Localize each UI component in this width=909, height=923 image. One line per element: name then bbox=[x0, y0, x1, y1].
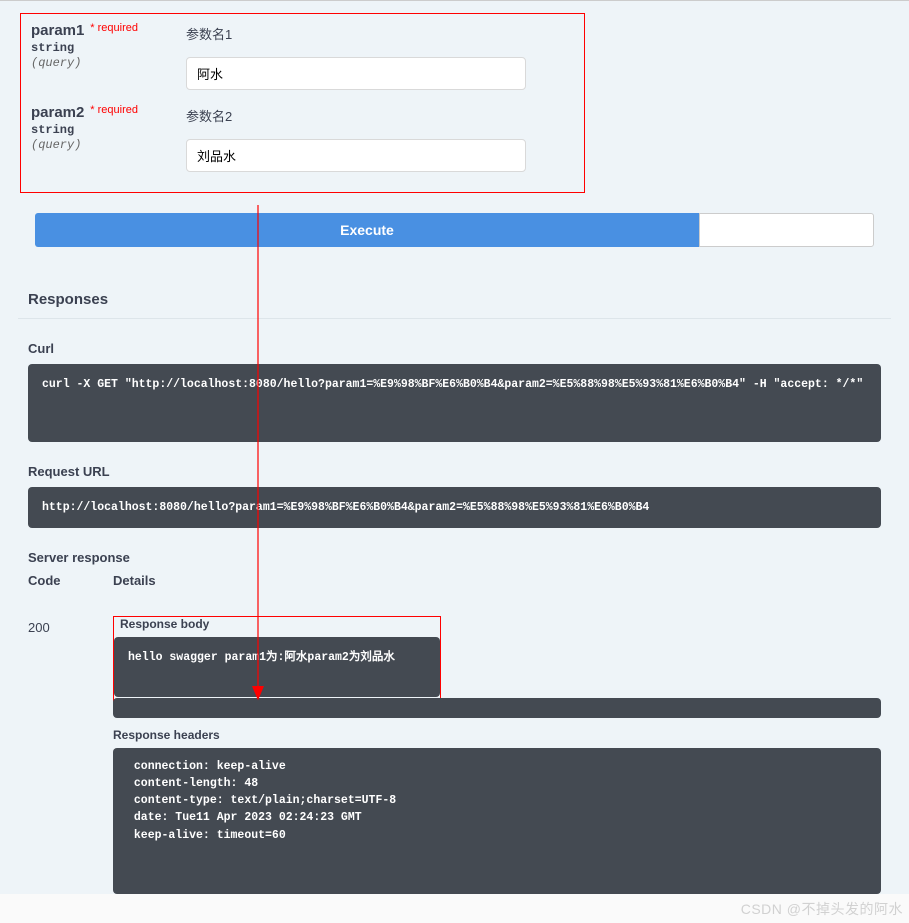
param-description: 参数名2 bbox=[186, 106, 574, 125]
param-description: 参数名1 bbox=[186, 24, 574, 43]
param-meta: param2 * required string (query) bbox=[31, 104, 186, 172]
details-column-header: Details bbox=[113, 573, 881, 588]
responses-section: Responses Curl curl -X GET "http://local… bbox=[0, 281, 909, 894]
execute-button[interactable]: Execute bbox=[35, 213, 699, 247]
param-location: (query) bbox=[31, 56, 186, 70]
request-url-output: http://localhost:8080/hello?param1=%E9%9… bbox=[28, 487, 881, 528]
clear-button[interactable] bbox=[699, 213, 874, 247]
param-row-param1: param1 * required string (query) 参数名1 bbox=[31, 22, 574, 90]
required-indicator: * required bbox=[90, 22, 138, 34]
server-response-label: Server response bbox=[28, 550, 881, 565]
action-button-row: Execute bbox=[35, 213, 874, 247]
param-location: (query) bbox=[31, 138, 186, 152]
param-type: string bbox=[31, 123, 186, 137]
required-indicator: * required bbox=[90, 104, 138, 116]
param-name: param1 bbox=[31, 22, 84, 39]
param-row-param2: param2 * required string (query) 参数名2 bbox=[31, 104, 574, 172]
param-type: string bbox=[31, 41, 186, 55]
curl-label: Curl bbox=[28, 341, 881, 356]
response-body-label: Response body bbox=[120, 617, 440, 631]
response-body-output: hello swagger param1为:阿水param2为刘品水 bbox=[114, 637, 440, 696]
request-url-label: Request URL bbox=[28, 464, 881, 479]
response-headers-output: connection: keep-alive content-length: 4… bbox=[113, 748, 881, 894]
curl-output: curl -X GET "http://localhost:8080/hello… bbox=[28, 364, 881, 442]
response-body-highlight: Response body hello swagger param1为:阿水pa… bbox=[113, 616, 441, 701]
param1-input[interactable] bbox=[186, 57, 526, 90]
responses-title: Responses bbox=[18, 281, 891, 319]
response-headers-label: Response headers bbox=[113, 728, 881, 742]
response-body-bg bbox=[113, 698, 881, 718]
response-code: 200 bbox=[28, 620, 113, 635]
param-meta: param1 * required string (query) bbox=[31, 22, 186, 90]
param-name: param2 bbox=[31, 104, 84, 121]
code-column-header: Code bbox=[28, 573, 113, 588]
parameters-panel: param1 * required string (query) 参数名1 pa… bbox=[20, 13, 585, 193]
param2-input[interactable] bbox=[186, 139, 526, 172]
watermark: CSDN @不掉头发的阿水 bbox=[741, 899, 903, 919]
